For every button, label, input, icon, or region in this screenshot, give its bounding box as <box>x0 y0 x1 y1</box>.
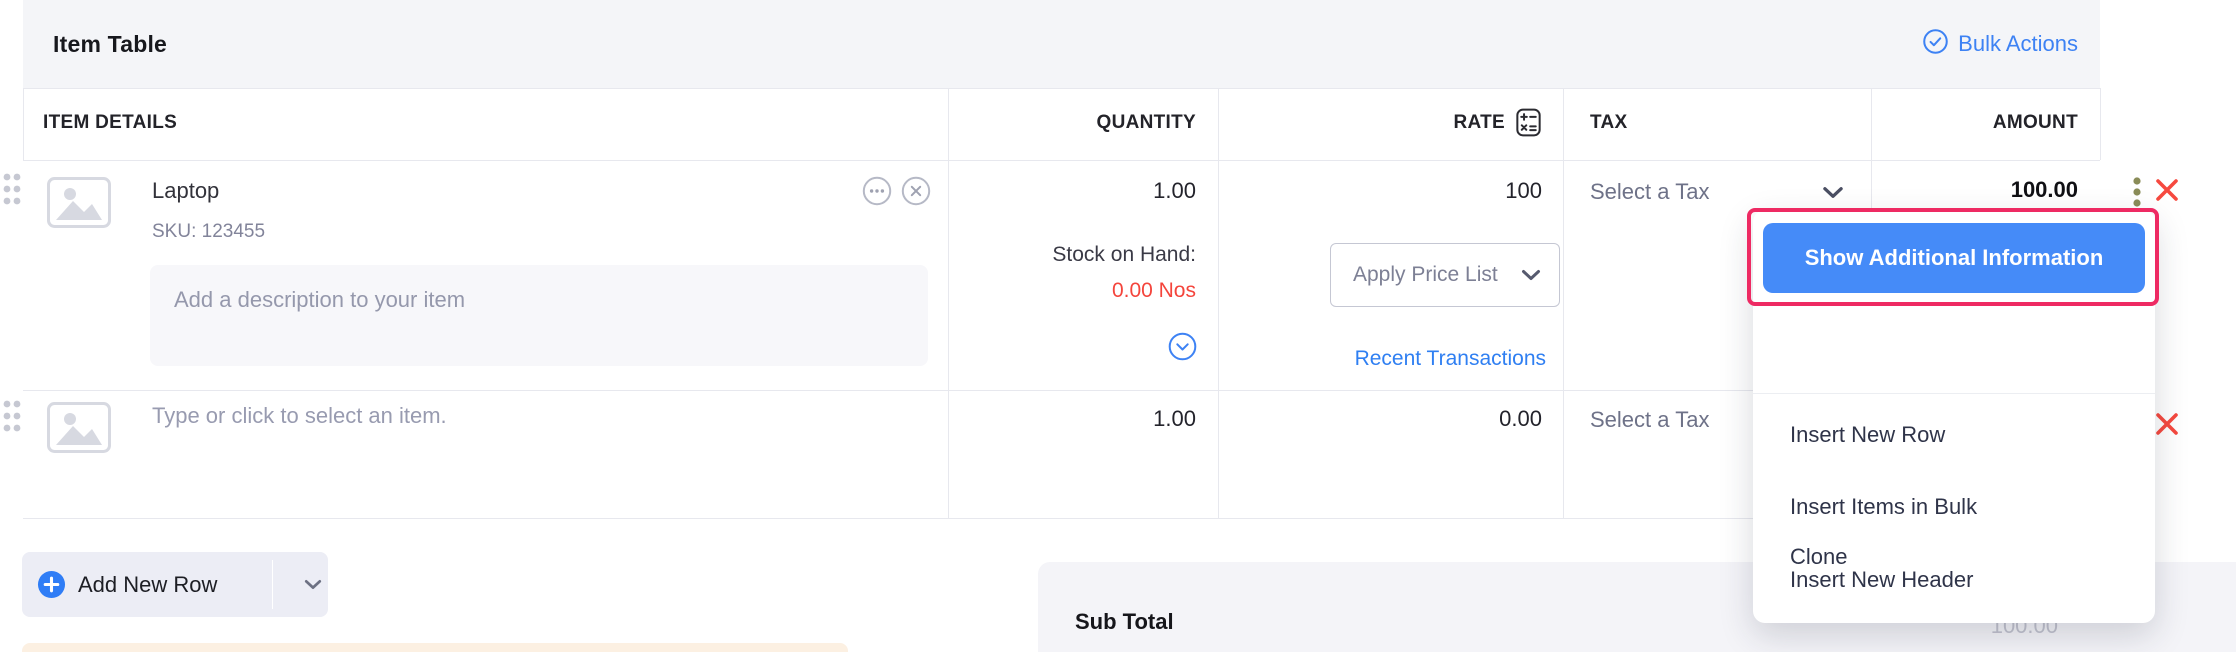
amount-value: 100.00 <box>2010 177 2078 202</box>
tax-dropdown[interactable]: Select a Tax <box>1590 407 1709 433</box>
table-right-border <box>2100 88 2101 160</box>
tax-placeholder: Select a Tax <box>1590 179 1710 204</box>
item-description-input[interactable] <box>150 265 928 366</box>
quantity-value[interactable]: 1.00 <box>1153 406 1196 431</box>
col-divider-rate-tax <box>1563 88 1564 518</box>
chevron-down-icon[interactable] <box>304 579 322 590</box>
kebab-vertical-icon[interactable] <box>2130 176 2144 210</box>
header-bottom-border <box>23 160 2100 161</box>
drag-handle-icon[interactable] <box>2 172 22 213</box>
chevron-down-icon <box>1823 186 1843 198</box>
tax-dropdown[interactable]: Select a Tax <box>1590 179 1844 205</box>
col-header-tax: TAX <box>1590 112 1628 133</box>
col-header-item-details: ITEM DETAILS <box>43 112 178 133</box>
menu-item-show-additional-information[interactable]: Show Additional Information <box>1763 223 2145 293</box>
stock-on-hand-value: 0.00 Nos <box>1111 279 1196 302</box>
col-header-amount: AMOUNT <box>1992 112 2078 133</box>
recent-transactions-link[interactable]: Recent Transactions <box>1354 347 1546 370</box>
add-new-row-button[interactable]: Add New Row <box>22 552 328 617</box>
delete-row-x-icon[interactable] <box>2154 177 2180 203</box>
item-select-input[interactable] <box>152 403 712 429</box>
col-divider-itemdetails-quantity <box>948 88 949 518</box>
bulk-actions-button[interactable]: Bulk Actions <box>1922 28 2078 61</box>
menu-divider <box>1753 393 2155 394</box>
rate-value[interactable]: 0.00 <box>1499 406 1542 431</box>
row-context-menu: Show Additional Information Clone Insert… <box>1753 210 2155 623</box>
col-header-quantity: QUANTITY <box>1096 112 1196 133</box>
col-header-rate: RATE <box>1318 108 1542 137</box>
drag-handle-icon[interactable] <box>2 399 22 440</box>
notes-section-edge <box>22 643 848 652</box>
item-sku: SKU: 123455 <box>152 221 266 242</box>
sub-total-label: Sub Total <box>1075 609 1174 634</box>
delete-row-x-icon[interactable] <box>2154 411 2180 437</box>
col-divider-quantity-rate <box>1218 88 1219 518</box>
stock-on-hand-label: Stock on Hand: <box>1052 243 1196 266</box>
page-title: Item Table <box>53 30 168 57</box>
photo-placeholder-icon[interactable] <box>47 402 111 453</box>
button-divider <box>272 560 273 609</box>
row-divider-1 <box>23 390 2100 391</box>
calculator-icon[interactable] <box>1515 108 1542 137</box>
tax-placeholder: Select a Tax <box>1590 407 1710 432</box>
menu-item-insert-new-row[interactable]: Insert New Row <box>1790 422 1946 447</box>
bulk-actions-label: Bulk Actions <box>1958 31 2078 56</box>
row-divider-2 <box>23 518 2100 519</box>
circle-chevron-down-icon[interactable] <box>1168 332 1197 361</box>
apply-price-list-dropdown[interactable]: Apply Price List <box>1330 243 1560 307</box>
circle-x-icon[interactable] <box>901 176 931 206</box>
menu-item-insert-items-in-bulk[interactable]: Insert Items in Bulk <box>1790 494 1978 519</box>
rate-value[interactable]: 100 <box>1505 178 1542 203</box>
quantity-value[interactable]: 1.00 <box>1153 178 1196 203</box>
chevron-down-icon <box>1521 269 1541 281</box>
header-top-border <box>23 88 2100 89</box>
photo-placeholder-icon[interactable] <box>47 177 111 228</box>
circle-check-icon <box>1922 28 1949 61</box>
item-name[interactable]: Laptop <box>152 178 220 203</box>
add-new-row-label: Add New Row <box>78 571 218 597</box>
menu-item-insert-new-header[interactable]: Insert New Header <box>1790 567 1974 592</box>
item-table-header-band: Item Table Bulk Actions <box>23 0 2100 88</box>
circle-ellipsis-icon[interactable] <box>862 176 892 206</box>
menu-item-clone[interactable]: Clone <box>1790 544 1848 569</box>
table-left-border <box>23 88 24 160</box>
plus-circle-icon <box>37 570 66 599</box>
col-header-rate-label: RATE <box>1453 111 1505 133</box>
apply-price-list-label: Apply Price List <box>1353 263 1498 286</box>
